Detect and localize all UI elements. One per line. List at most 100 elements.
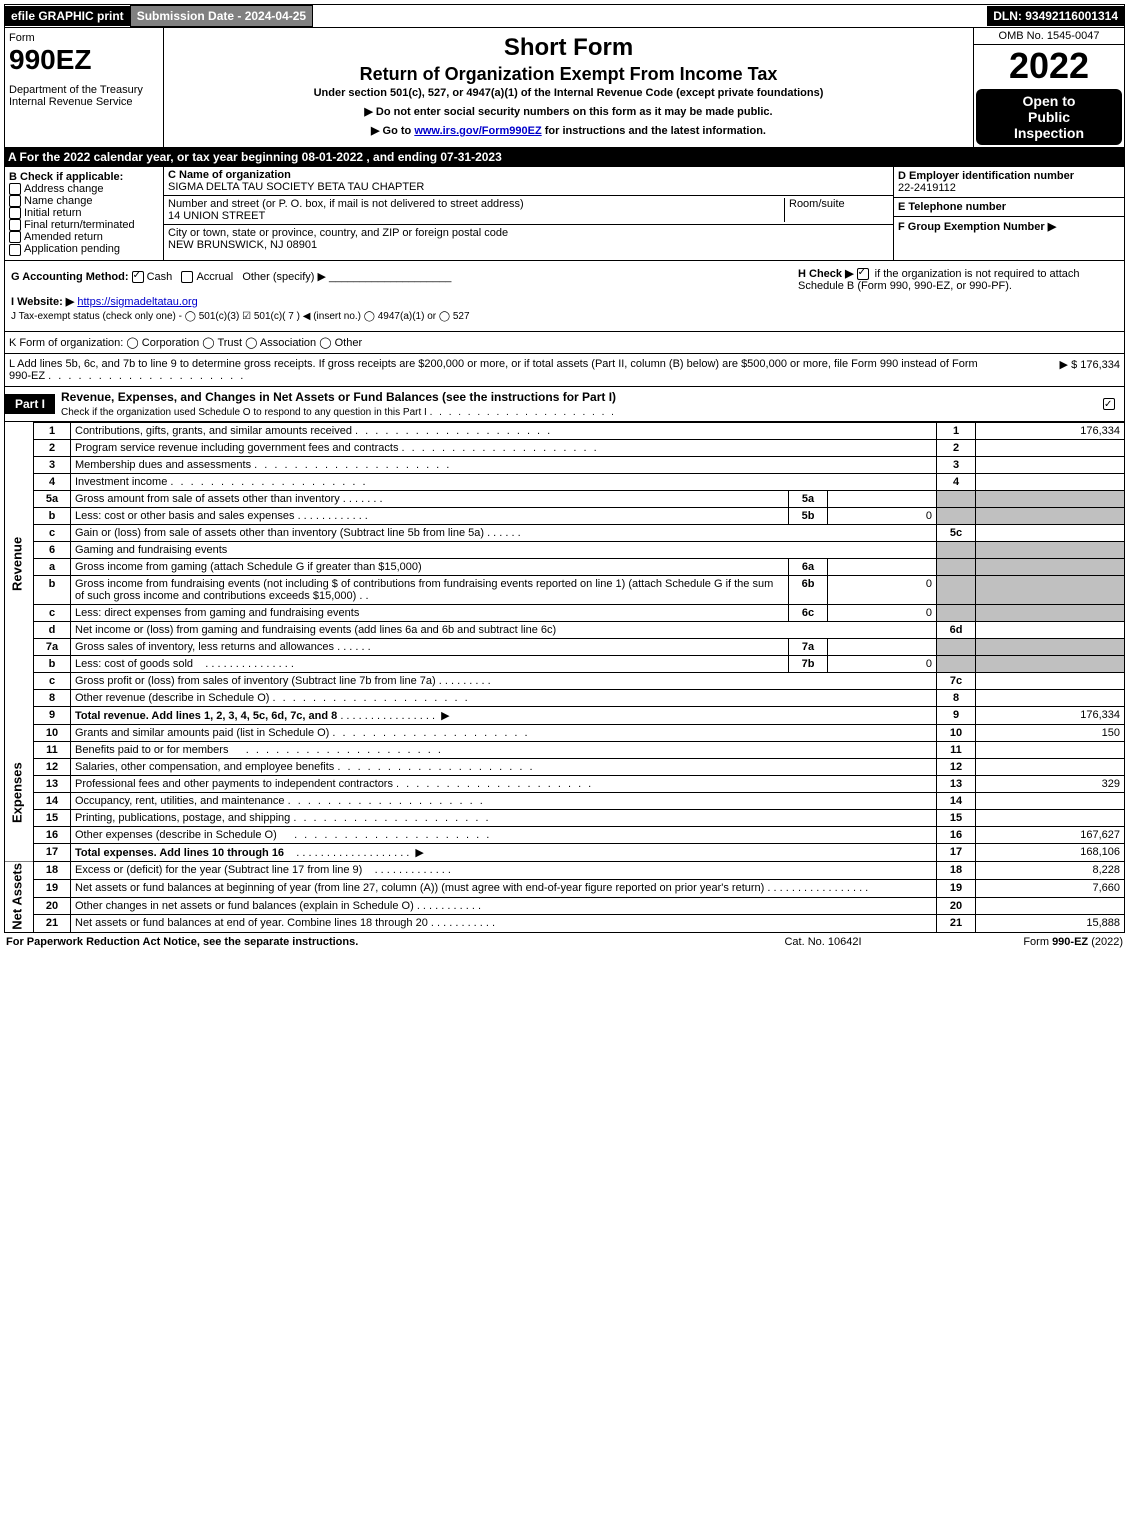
line-10: Expenses 10 Grants and similar amounts p… xyxy=(5,724,1125,741)
line-16: 16 Other expenses (describe in Schedule … xyxy=(5,826,1125,843)
instr-goto: ▶ Go to www.irs.gov/Form990EZ for instru… xyxy=(168,124,969,137)
expenses-label: Expenses xyxy=(5,724,34,861)
l-text: L Add lines 5b, 6c, and 7b to line 9 to … xyxy=(9,358,1000,382)
line-7b: b Less: cost of goods sold . . . . . . .… xyxy=(5,655,1125,672)
line-2: 2 Program service revenue including gove… xyxy=(5,439,1125,456)
line-3: 3 Membership dues and assessments 3 xyxy=(5,456,1125,473)
line-1: Revenue 1 Contributions, gifts, grants, … xyxy=(5,422,1125,439)
part-i-checkbox[interactable] xyxy=(1103,397,1124,411)
cb-application-pending[interactable]: Application pending xyxy=(9,243,159,255)
form-id-box: Form 990EZ Department of the Treasury In… xyxy=(5,28,164,147)
cb-initial-return[interactable]: Initial return xyxy=(9,207,159,219)
line-15: 15 Printing, publications, postage, and … xyxy=(5,809,1125,826)
org-name: SIGMA DELTA TAU SOCIETY BETA TAU CHAPTER xyxy=(168,181,424,193)
form-number: 990EZ xyxy=(9,44,159,76)
line-6b: b Gross income from fundraising events (… xyxy=(5,575,1125,604)
arrow-icon xyxy=(438,710,452,722)
cb-final-return[interactable]: Final return/terminated xyxy=(9,219,159,231)
line-6d: d Net income or (loss) from gaming and f… xyxy=(5,621,1125,638)
irs-link[interactable]: www.irs.gov/Form990EZ xyxy=(414,125,541,137)
line-6: 6 Gaming and fundraising events xyxy=(5,541,1125,558)
tel-cell: E Telephone number xyxy=(894,198,1124,217)
part-i-title: Revenue, Expenses, and Changes in Net As… xyxy=(55,387,1103,421)
line-7a: 7a Gross sales of inventory, less return… xyxy=(5,638,1125,655)
title-return: Return of Organization Exempt From Incom… xyxy=(168,64,969,85)
line-9: 9 Total revenue. Add lines 1, 2, 3, 4, 5… xyxy=(5,706,1125,724)
cb-accrual[interactable] xyxy=(181,271,193,283)
addr-row: Number and street (or P. O. box, if mail… xyxy=(164,196,893,225)
top-bar: efile GRAPHIC print Submission Date - 20… xyxy=(4,4,1125,28)
section-a-period: A For the 2022 calendar year, or tax yea… xyxy=(4,148,1125,166)
line-12: 12 Salaries, other compensation, and emp… xyxy=(5,758,1125,775)
city-label: City or town, state or province, country… xyxy=(168,227,508,239)
line-6c: c Less: direct expenses from gaming and … xyxy=(5,604,1125,621)
form-version: Form 990-EZ (2022) xyxy=(923,936,1123,948)
line-5c: c Gain or (loss) from sale of assets oth… xyxy=(5,524,1125,541)
part-i-tab: Part I xyxy=(5,394,55,414)
website-link[interactable]: https://sigmadeltatau.org xyxy=(77,296,197,308)
subtitle: Under section 501(c), 527, or 4947(a)(1)… xyxy=(168,87,969,99)
omb-number: OMB No. 1545-0047 xyxy=(974,28,1124,45)
part-i-header: Part I Revenue, Expenses, and Changes in… xyxy=(4,387,1125,422)
check-b-label: B Check if applicable: xyxy=(9,171,159,183)
open-line2: Public xyxy=(980,109,1118,125)
right-box: OMB No. 1545-0047 2022 Open to Public In… xyxy=(973,28,1124,147)
city-value: NEW BRUNSWICK, NJ 08901 xyxy=(168,239,317,251)
line-9-value: 176,334 xyxy=(976,706,1125,724)
line-10-value: 150 xyxy=(976,724,1125,741)
cb-schedule-b[interactable] xyxy=(857,268,869,280)
paperwork-notice: For Paperwork Reduction Act Notice, see … xyxy=(6,936,723,948)
line-19-value: 7,660 xyxy=(976,879,1125,897)
cb-amended-return[interactable]: Amended return xyxy=(9,231,159,243)
cb-name-change[interactable]: Name change xyxy=(9,195,159,207)
line-13: 13 Professional fees and other payments … xyxy=(5,775,1125,792)
city-cell: City or town, state or province, country… xyxy=(164,225,893,253)
form-header: Form 990EZ Department of the Treasury In… xyxy=(4,28,1125,148)
h-label: H Check ▶ xyxy=(798,268,854,280)
line-21-value: 15,888 xyxy=(976,915,1125,933)
group-exemption-cell: F Group Exemption Number ▶ xyxy=(894,217,1124,236)
form-word: Form xyxy=(9,32,159,44)
open-line3: Inspection xyxy=(980,125,1118,141)
instr-no-ssn: ▶ Do not enter social security numbers o… xyxy=(168,105,969,118)
cb-address-change[interactable]: Address change xyxy=(9,183,159,195)
arrow-icon xyxy=(412,847,426,859)
website-row: I Website: ▶ https://sigmadeltatau.org xyxy=(11,295,1118,308)
ein-cell: D Employer identification number 22-2419… xyxy=(894,167,1124,198)
cb-cash[interactable] xyxy=(132,271,144,283)
title-box: Short Form Return of Organization Exempt… xyxy=(164,28,973,147)
lines-table: Revenue 1 Contributions, gifts, grants, … xyxy=(4,422,1125,934)
section-bcd: B Check if applicable: Address change Na… xyxy=(4,166,1125,261)
addr-value: 14 UNION STREET xyxy=(168,210,265,222)
ein-label: D Employer identification number xyxy=(898,170,1074,182)
line-17-value: 168,106 xyxy=(976,843,1125,861)
instr-goto-pre: ▶ Go to xyxy=(371,125,414,137)
line-14: 14 Occupancy, rent, utilities, and maint… xyxy=(5,792,1125,809)
line-21: 21 Net assets or fund balances at end of… xyxy=(5,915,1125,933)
submission-date-button[interactable]: Submission Date - 2024-04-25 xyxy=(130,5,313,27)
gross-receipts-row: L Add lines 5b, 6c, and 7b to line 9 to … xyxy=(4,354,1125,387)
i-label: I Website: ▶ xyxy=(11,296,74,308)
group-label: F Group Exemption Number ▶ xyxy=(898,221,1056,233)
open-public-badge: Open to Public Inspection xyxy=(976,89,1122,145)
line-19: 19 Net assets or fund balances at beginn… xyxy=(5,879,1125,897)
dln-label: DLN: 93492116001314 xyxy=(987,6,1124,26)
revenue-label: Revenue xyxy=(5,422,34,706)
line-16-value: 167,627 xyxy=(976,826,1125,843)
efile-print-button[interactable]: efile GRAPHIC print xyxy=(5,6,130,26)
line-4: 4 Investment income 4 xyxy=(5,473,1125,490)
section-ghij: G Accounting Method: Cash Accrual Other … xyxy=(4,261,1125,332)
dept-label: Department of the Treasury Internal Reve… xyxy=(9,84,159,108)
h-schedule-b: H Check ▶ if the organization is not req… xyxy=(798,267,1118,292)
line-20: 20 Other changes in net assets or fund b… xyxy=(5,897,1125,915)
line-13-value: 329 xyxy=(976,775,1125,792)
name-address-column: C Name of organization SIGMA DELTA TAU S… xyxy=(164,167,893,260)
line-6a: a Gross income from gaming (attach Sched… xyxy=(5,558,1125,575)
part-i-check-line: Check if the organization used Schedule … xyxy=(61,407,616,418)
line-1-value: 176,334 xyxy=(976,422,1125,439)
tax-year: 2022 xyxy=(974,45,1124,87)
page-footer: For Paperwork Reduction Act Notice, see … xyxy=(4,933,1125,951)
room-cell: Room/suite xyxy=(784,198,889,222)
instr-goto-post: for instructions and the latest informat… xyxy=(542,125,766,137)
open-line1: Open to xyxy=(980,93,1118,109)
